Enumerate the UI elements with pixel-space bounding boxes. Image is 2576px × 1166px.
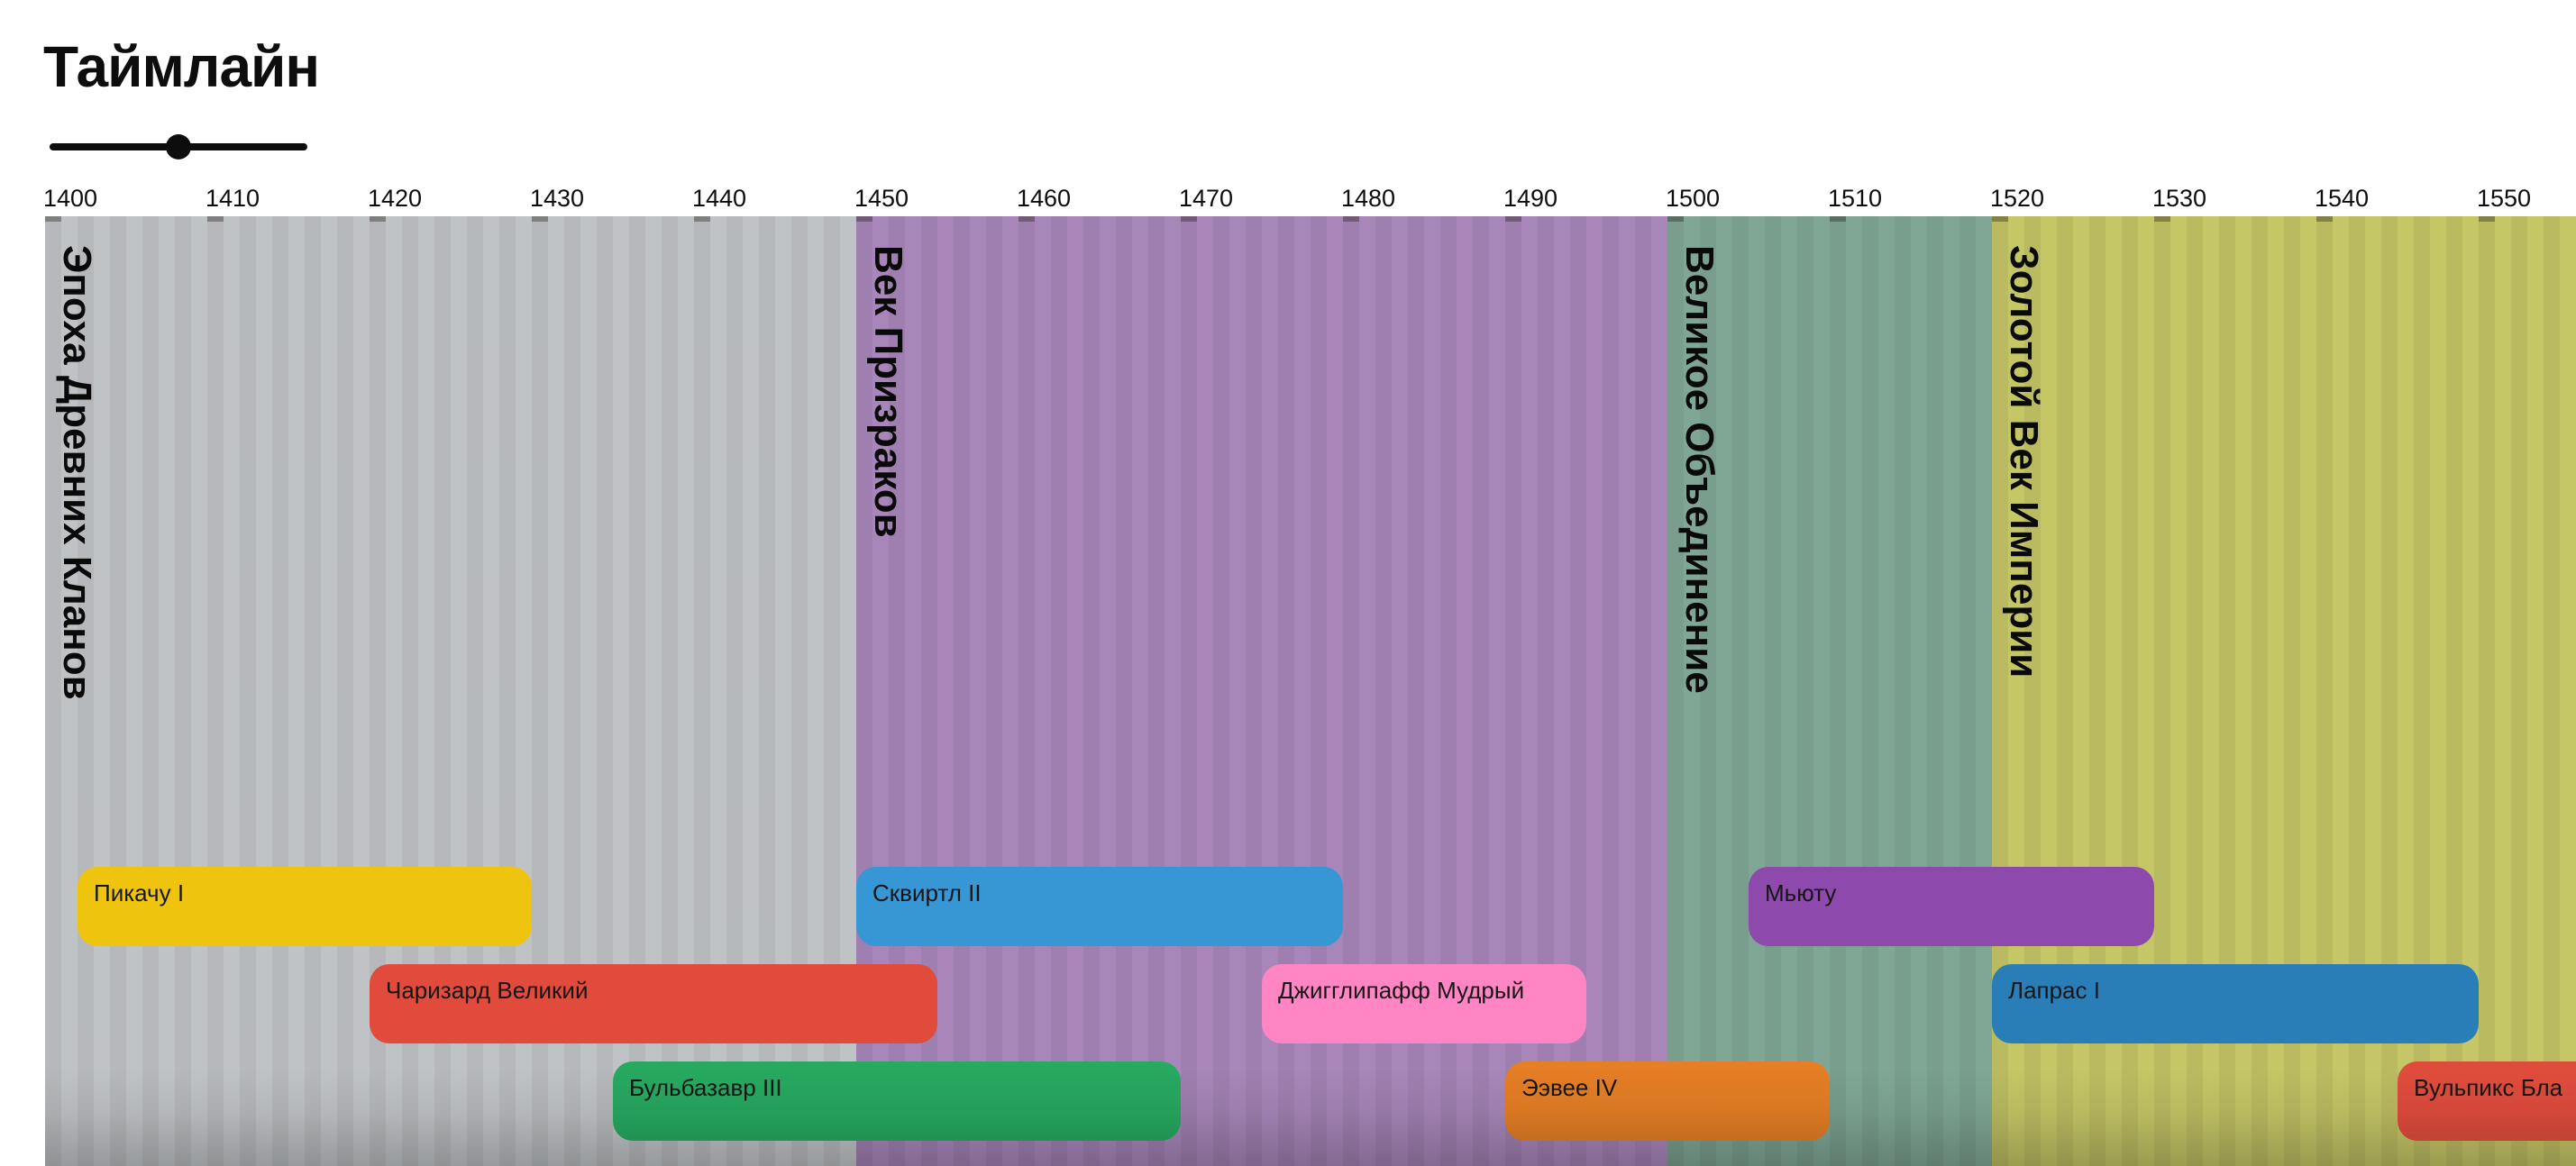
axis-tick-mark <box>1343 216 1359 222</box>
axis-tick-mark <box>694 216 710 222</box>
axis-year-label: 1440 <box>692 185 747 212</box>
axis-tick-mark <box>1992 216 2008 222</box>
event-bar[interactable]: Бульбазавр III <box>613 1061 1181 1141</box>
axis-tick-mark <box>856 216 872 222</box>
axis-tick-mark <box>370 216 386 222</box>
event-bar[interactable]: Сквиртл II <box>856 867 1343 946</box>
axis-tick-mark <box>1830 216 1846 222</box>
axis-year-label: 1510 <box>1828 185 1883 212</box>
axis-year-label: 1430 <box>530 185 585 212</box>
event-bar-label: Ээвее IV <box>1521 1074 1618 1101</box>
event-bar-label: Пикачу I <box>94 879 185 906</box>
axis-year-label: 1450 <box>854 185 909 212</box>
event-bar-label: Сквиртл II <box>872 879 982 906</box>
axis-tick-mark <box>2154 216 2170 222</box>
event-bar-label: Лапрас I <box>2008 977 2100 1004</box>
axis-tick-mark <box>45 216 61 222</box>
event-bar-label: Мьюту <box>1765 879 1837 906</box>
axis-year-label: 1470 <box>1179 185 1234 212</box>
event-bar[interactable]: Пикачу I <box>78 867 532 946</box>
event-bar-label: Вульпикс Бла <box>2414 1074 2563 1101</box>
axis-year-label: 1500 <box>1666 185 1721 212</box>
era-label: Великое Объединение <box>1677 245 1722 694</box>
event-bar[interactable]: Лапрас I <box>1992 964 2479 1043</box>
axis-year-label: 1550 <box>2477 185 2532 212</box>
axis-tick-mark <box>1667 216 1684 222</box>
axis-year-label: 1540 <box>2315 185 2370 212</box>
axis-year-label: 1490 <box>1503 185 1558 212</box>
axis-year-label: 1410 <box>206 185 260 212</box>
event-bar-label: Чаризард Великий <box>386 977 589 1004</box>
axis-year-label: 1460 <box>1017 185 1072 212</box>
axis-tick-mark <box>2316 216 2333 222</box>
page-title: Таймлайн <box>43 34 320 99</box>
axis-tick-mark <box>1019 216 1035 222</box>
axis-year-label: 1400 <box>43 185 98 212</box>
axis-tick-mark <box>532 216 548 222</box>
axis-tick-mark <box>2479 216 2495 222</box>
event-bar[interactable]: Вульпикс Бла <box>2398 1061 2576 1141</box>
era-band <box>1667 216 1992 1166</box>
axis-tick-mark <box>1505 216 1521 222</box>
event-bar[interactable]: Чаризард Великий <box>370 964 937 1043</box>
axis-tick-mark <box>207 216 224 222</box>
axis-year-label: 1520 <box>1990 185 2045 212</box>
event-bar[interactable]: Джигглипафф Мудрый <box>1262 964 1586 1043</box>
event-bar[interactable]: Мьюту <box>1749 867 2154 946</box>
axis-tick-mark <box>1181 216 1197 222</box>
event-bar[interactable]: Ээвее IV <box>1505 1061 1830 1141</box>
axis-year-label: 1530 <box>2152 185 2207 212</box>
era-label: Эпоха Древних Кланов <box>55 245 99 700</box>
era-label: Век Призраков <box>866 245 910 538</box>
axis-year-label: 1480 <box>1341 185 1396 212</box>
era-label: Золотой Век Империи <box>2002 245 2046 679</box>
axis-year-label: 1420 <box>368 185 423 212</box>
event-bar-label: Джигглипафф Мудрый <box>1278 977 1525 1004</box>
event-bar-label: Бульбазавр III <box>629 1074 782 1101</box>
title-timeline-dot-icon <box>166 134 191 159</box>
